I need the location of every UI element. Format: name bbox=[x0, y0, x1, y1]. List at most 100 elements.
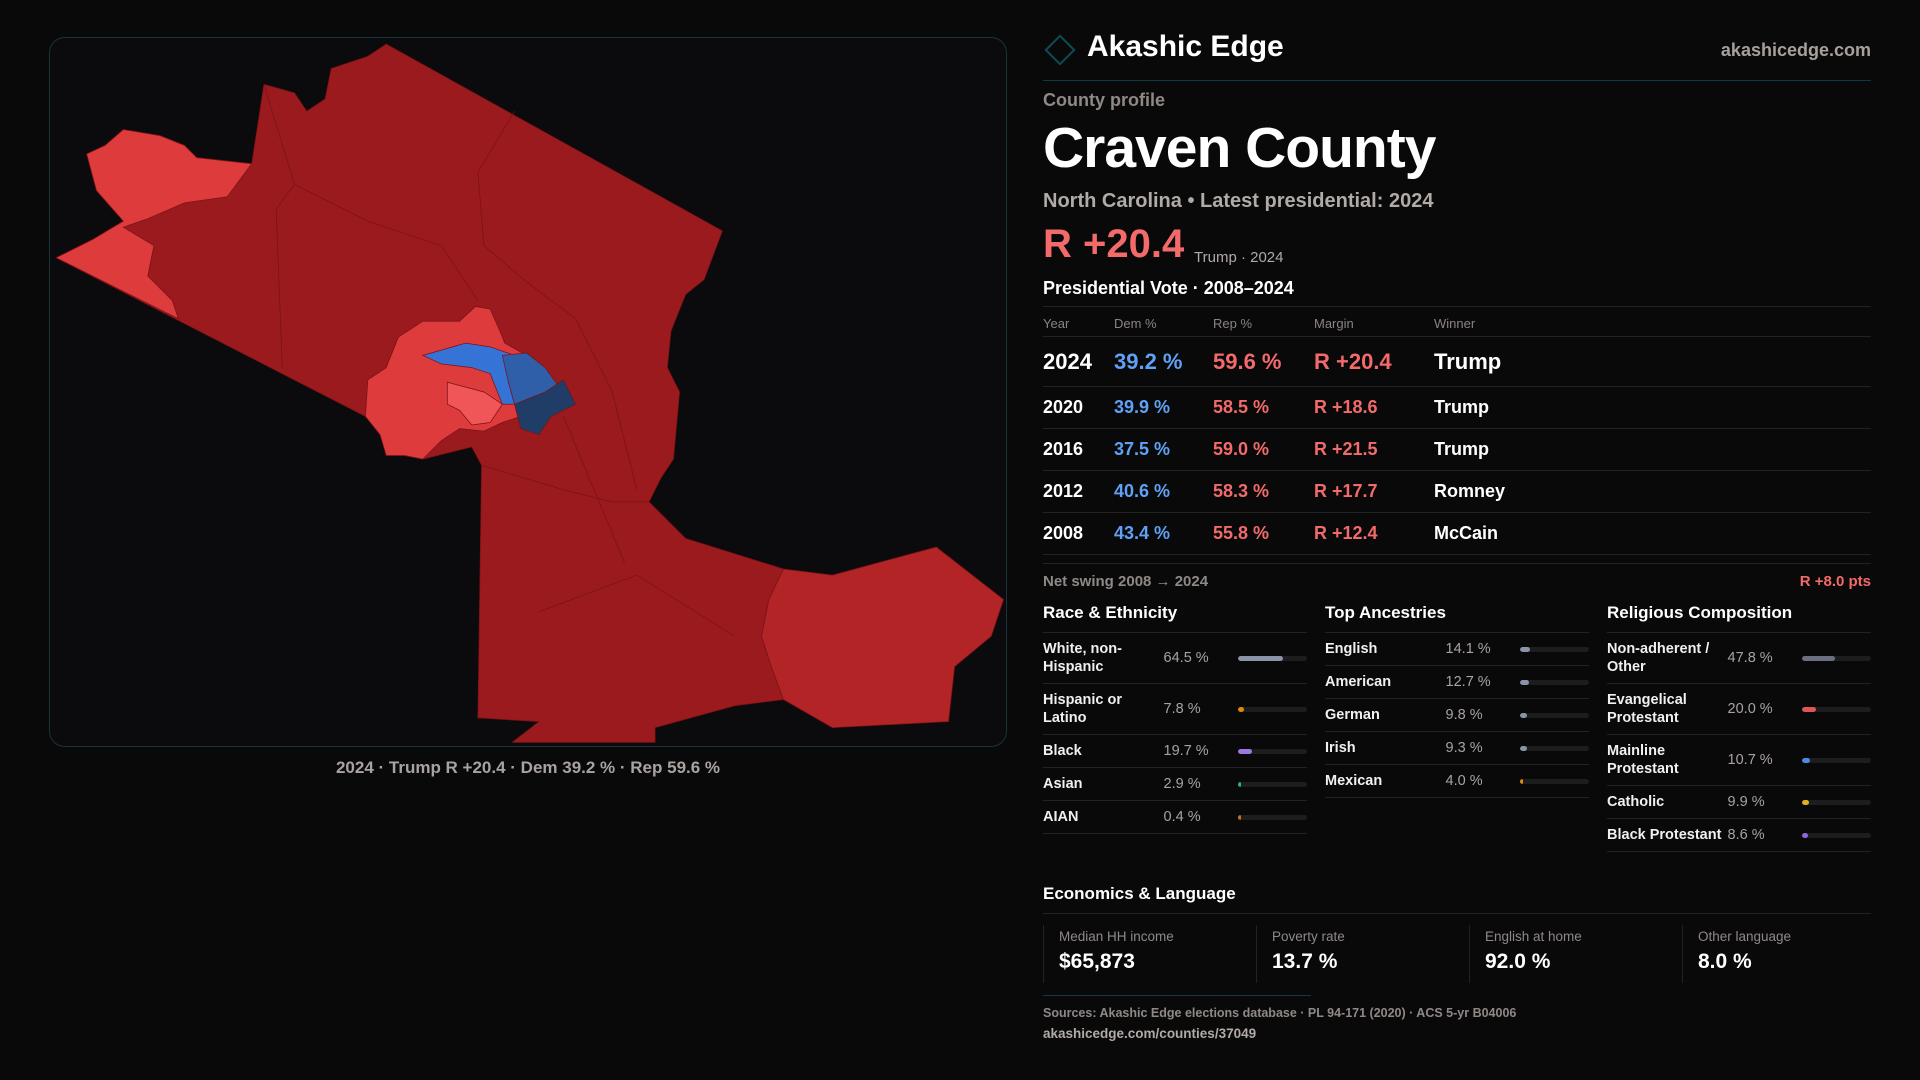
cell-year: 2008 bbox=[1043, 523, 1084, 543]
brand[interactable]: Akashic Edge bbox=[1043, 30, 1284, 66]
race-section: Race & Ethnicity White, non-Hispanic 64.5… bbox=[1043, 603, 1307, 834]
share-bar-fill bbox=[1520, 745, 1527, 751]
share-bar bbox=[1802, 799, 1871, 805]
cell-dem-pct: 43.4 % bbox=[1114, 523, 1171, 543]
share-bar-fill bbox=[1802, 655, 1836, 661]
row-label: Evangelical Protestant bbox=[1607, 692, 1687, 726]
precinct-map[interactable] bbox=[50, 38, 1006, 746]
table-row: 2008 43.4 % 55.8 % R +12.4 McCain bbox=[1043, 513, 1871, 555]
ancestry-row: Mexican 4.0 % bbox=[1325, 765, 1589, 798]
race-row: Asian 2.9 % bbox=[1043, 768, 1307, 801]
religion-row: Catholic 9.9 % bbox=[1607, 786, 1871, 819]
race-row: Hispanic or Latino 7.8 % bbox=[1043, 684, 1307, 735]
race-row: Black 19.7 % bbox=[1043, 735, 1307, 768]
table-header: Year Dem % Rep % Margin Winner bbox=[1043, 310, 1871, 337]
cell-year: 2016 bbox=[1043, 439, 1084, 459]
share-bar-fill bbox=[1802, 832, 1809, 838]
cell-year: 2012 bbox=[1043, 481, 1084, 501]
religion-title: Religious Composition bbox=[1607, 603, 1871, 633]
divider bbox=[1043, 80, 1871, 81]
stat-value: $65,873 bbox=[1059, 950, 1135, 973]
stat-card-income: Median HH income $65,873 bbox=[1043, 925, 1256, 983]
row-value: 14.1 % bbox=[1445, 641, 1491, 657]
row-value: 47.8 % bbox=[1727, 650, 1773, 666]
row-label: American bbox=[1325, 674, 1392, 690]
page-title: Craven County bbox=[1043, 116, 1436, 180]
cell-rep-pct: 55.8 % bbox=[1213, 523, 1270, 543]
eyebrow: County profile bbox=[1043, 90, 1165, 110]
vote-section-title: Presidential Vote · 2008–2024 bbox=[1043, 278, 1294, 298]
cell-dem-pct: 39.9 % bbox=[1114, 397, 1171, 417]
row-value: 7.8 % bbox=[1163, 701, 1201, 717]
row-value: 20.0 % bbox=[1727, 701, 1773, 717]
religion-row: Evangelical Protestant 20.0 % bbox=[1607, 684, 1871, 735]
col-winner: Winner bbox=[1434, 315, 1476, 331]
county-url[interactable]: akashicedge.com/counties/37049 bbox=[1043, 1026, 1257, 1041]
precinct-navy bbox=[514, 379, 577, 436]
stat-card-poverty: Poverty rate 13.7 % bbox=[1256, 925, 1469, 983]
diamond-logo-icon bbox=[1044, 34, 1076, 66]
vote-table: Year Dem % Rep % Margin Winner 2024 39.2 … bbox=[1043, 310, 1871, 555]
share-bar bbox=[1238, 781, 1307, 787]
ancestry-row: English 14.1 % bbox=[1325, 633, 1589, 666]
county-map-panel[interactable] bbox=[49, 37, 1007, 747]
col-year: Year bbox=[1043, 315, 1070, 331]
cell-winner: Romney bbox=[1434, 481, 1506, 501]
row-label: English bbox=[1325, 641, 1378, 657]
map-caption: 2024 · Trump R +20.4 · Dem 39.2 % · Rep … bbox=[335, 758, 721, 777]
cell-winner: Trump bbox=[1434, 397, 1490, 417]
row-label: Black Protestant bbox=[1607, 827, 1722, 843]
share-bar bbox=[1520, 712, 1589, 718]
row-label: AIAN bbox=[1043, 809, 1079, 825]
share-bar bbox=[1520, 778, 1589, 784]
cell-year: 2024 bbox=[1043, 348, 1092, 374]
site-link[interactable]: akashicedge.com bbox=[1720, 40, 1871, 60]
share-bar-fill bbox=[1238, 655, 1283, 661]
share-bar bbox=[1238, 748, 1307, 754]
share-bar bbox=[1238, 814, 1307, 820]
row-label: Asian bbox=[1043, 776, 1083, 792]
stat-card-english: English at home 92.0 % bbox=[1469, 925, 1682, 983]
row-value: 19.7 % bbox=[1163, 743, 1209, 759]
share-bar bbox=[1238, 706, 1307, 712]
cell-winner: McCain bbox=[1434, 523, 1499, 543]
headline-margin: R +20.4 bbox=[1043, 222, 1185, 266]
share-bar-fill bbox=[1238, 748, 1252, 754]
race-row: AIAN 0.4 % bbox=[1043, 801, 1307, 834]
ancestry-section: Top Ancestries English 14.1 % American 12.7… bbox=[1325, 603, 1589, 798]
row-label: Black bbox=[1043, 743, 1082, 759]
row-label: Mainline Protestant bbox=[1607, 743, 1679, 777]
share-bar bbox=[1802, 655, 1871, 661]
share-bar bbox=[1802, 832, 1871, 838]
row-value: 2.9 % bbox=[1163, 776, 1201, 792]
divider bbox=[1043, 913, 1871, 914]
row-value: 9.3 % bbox=[1445, 740, 1483, 756]
subtitle: North Carolina • Latest presidential: 20… bbox=[1043, 190, 1434, 212]
cell-winner: Trump bbox=[1434, 439, 1490, 459]
row-label: Catholic bbox=[1607, 794, 1665, 810]
share-bar bbox=[1802, 757, 1871, 763]
share-bar-fill bbox=[1520, 778, 1524, 784]
cell-rep-pct: 58.3 % bbox=[1213, 481, 1270, 501]
cell-dem-pct: 39.2 % bbox=[1114, 348, 1183, 374]
divider bbox=[1043, 995, 1311, 996]
ancestry-row: Irish 9.3 % bbox=[1325, 732, 1589, 765]
religion-row: Black Protestant 8.6 % bbox=[1607, 819, 1871, 852]
col-margin: Margin bbox=[1314, 315, 1354, 331]
stat-label: English at home bbox=[1485, 929, 1582, 944]
net-swing-label: Net swing 2008 → 2024 bbox=[1043, 573, 1209, 590]
row-value: 0.4 % bbox=[1163, 809, 1201, 825]
econ-cards: Median HH income $65,873 Poverty rate 13.7… bbox=[1043, 925, 1895, 983]
stat-label: Other language bbox=[1698, 929, 1792, 944]
share-bar-fill bbox=[1238, 781, 1242, 787]
precinct-lean-r-nw bbox=[55, 129, 253, 320]
cell-margin: R +12.4 bbox=[1314, 523, 1378, 543]
sources-note: Sources: Akashic Edge elections database… bbox=[1043, 1006, 1517, 1020]
share-bar-fill bbox=[1520, 712, 1527, 718]
share-bar bbox=[1520, 679, 1589, 685]
table-row: 2024 39.2 % 59.6 % R +20.4 Trump bbox=[1043, 337, 1871, 387]
brand-name: Akashic Edge bbox=[1087, 30, 1284, 63]
cell-rep-pct: 59.0 % bbox=[1213, 439, 1270, 459]
stat-label: Poverty rate bbox=[1272, 929, 1345, 944]
cell-dem-pct: 40.6 % bbox=[1114, 481, 1171, 501]
